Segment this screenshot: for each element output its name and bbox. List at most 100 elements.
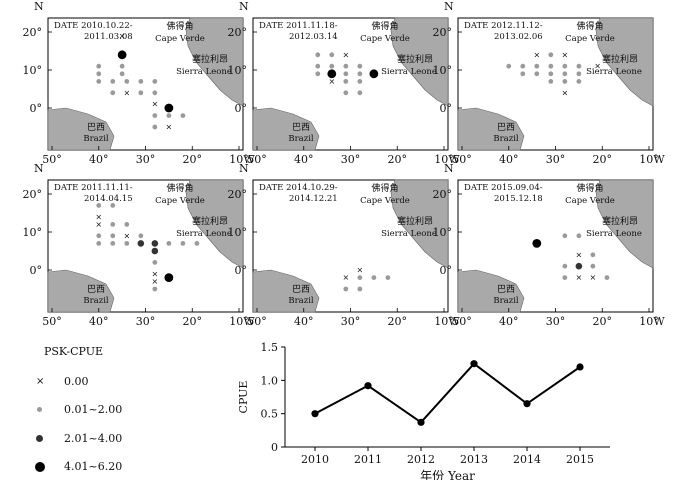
lon-tick-label: 20° [183, 153, 203, 166]
sierra-leone-cn-label: 塞拉利昂 [192, 53, 228, 65]
lat-tick-label: 10° [228, 64, 248, 77]
cpue-zero-mark: × [561, 50, 568, 59]
cpue-point [138, 233, 144, 239]
lat-tick-label: 20° [228, 26, 248, 39]
lon-tick-label: 40° [499, 153, 519, 166]
cpue-zero-mark: × [590, 273, 597, 282]
brazil-en-label: Brazil [493, 296, 519, 306]
lon-tick-label: 20° [593, 315, 613, 328]
brazil-landmass [47, 107, 115, 151]
legend-symbol-large-black [35, 462, 45, 472]
lat-tick-label: 10° [23, 226, 43, 239]
lon-tick-label: 10° [229, 153, 249, 166]
legend-item-3: 4.01~6.20 [64, 460, 123, 473]
cpue-zero-mark: × [533, 50, 540, 59]
legend: PSK-CPUE × 0.00 0.01~2.00 2.01~4.00 4.01… [0, 335, 240, 475]
cape-verde-cn-label: 佛得角 [576, 182, 603, 194]
cpue-point [96, 233, 102, 239]
legend-symbol-small-gray [37, 407, 42, 412]
lat-tick-label: 0° [30, 264, 43, 277]
lon-tick-label: 40° [89, 153, 109, 166]
date-range-end: 2013.02.06 [494, 32, 543, 42]
cpue-point [315, 71, 321, 77]
cpue-zero-mark: × [119, 31, 126, 40]
sierra-leone-en-label: Sierra Leone [381, 229, 437, 239]
cpue-point [604, 275, 610, 280]
cpue-point [315, 63, 321, 69]
sierra-leone-cn-label: 塞拉利昂 [397, 215, 433, 227]
brazil-landmass [47, 269, 115, 313]
cpue-data-point [364, 382, 372, 390]
cpue-data-point [311, 410, 319, 418]
cpue-zero-mark: × [151, 277, 158, 286]
lat-tick-label: 20° [433, 26, 453, 39]
lat-tick-label: 20° [23, 26, 43, 39]
west-label: W [653, 153, 665, 166]
lon-tick-label: 10° [229, 315, 249, 328]
lon-tick-label: 50° [452, 315, 472, 328]
legend-item-2: 2.01~4.00 [64, 432, 123, 445]
cpue-line-chart: 0 0.5 1.0 1.5 2010 2011 2012 2013 2014 2015 CPUE 年份… [237, 341, 610, 480]
lat-tick-label: 20° [228, 188, 248, 201]
cpue-zero-mark: × [576, 273, 583, 282]
cpue-point [520, 63, 526, 69]
cpue-point [343, 90, 349, 96]
cpue-point [562, 71, 568, 77]
lat-tick-label: 0° [235, 102, 248, 115]
cpue-point [534, 71, 540, 77]
cpue-data-point [470, 360, 478, 368]
cpue-zero-mark: × [561, 88, 568, 97]
cpue-point [119, 71, 125, 77]
north-label: N [34, 162, 44, 175]
sierra-leone-cn-label: 塞拉利昂 [602, 53, 638, 65]
lon-tick-label: 40° [89, 315, 109, 328]
cpue-point [357, 71, 363, 77]
lon-tick-label: 20° [183, 315, 203, 328]
lon-tick-label: 10° [639, 153, 659, 166]
cape-verde-en-label: Cape Verde [360, 34, 410, 44]
lon-tick-label: 40° [294, 315, 314, 328]
x-tick-label: 2015 [566, 453, 594, 466]
lon-tick-label: 30° [341, 315, 361, 328]
cpue-point [152, 124, 158, 130]
cpue-point [151, 247, 159, 255]
lon-tick-label: 50° [42, 315, 62, 328]
date-range-start: DATE 2014.10.29- [259, 183, 338, 193]
brazil-landmass [252, 269, 320, 313]
cape-verde-en-label: Cape Verde [155, 34, 205, 44]
brazil-en-label: Brazil [288, 296, 314, 306]
sierra-leone-en-label: Sierra Leone [586, 67, 642, 77]
cpue-point [590, 252, 596, 258]
lon-tick-label: 40° [294, 153, 314, 166]
brazil-cn-label: 巴西 [292, 284, 310, 295]
cpue-point [152, 113, 158, 118]
lon-tick-label: 30° [136, 315, 156, 328]
x-axis-label: 年份 Year [420, 469, 475, 480]
cpue-point [315, 52, 321, 58]
lon-tick-label: 10° [434, 315, 454, 328]
cpue-point [152, 79, 158, 84]
lon-tick-label: 20° [593, 153, 613, 166]
brazil-cn-label: 巴西 [87, 284, 105, 295]
cpue-point [520, 71, 526, 77]
cpue-data-point [523, 400, 531, 408]
brazil-landmass [457, 269, 525, 313]
lon-tick-label: 20° [388, 315, 408, 328]
cpue-zero-mark: × [594, 62, 601, 71]
legend-symbol-zero-x: × [36, 376, 45, 387]
africa-landmass [390, 179, 449, 269]
lat-tick-label: 0° [235, 264, 248, 277]
cpue-point [576, 63, 582, 69]
x-tick-label: 2012 [407, 453, 435, 466]
cape-verde-en-label: Cape Verde [565, 34, 615, 44]
sierra-leone-cn-label: 塞拉利昂 [397, 53, 433, 65]
cpue-point [166, 113, 172, 118]
cpue-point [117, 50, 127, 60]
maps-grid: DATE 2010.10.22-2011.03.08 佛得角 Cape Verde 塞… [23, 0, 666, 328]
cpue-point [110, 222, 116, 227]
cpue-point [96, 71, 102, 77]
brazil-en-label: Brazil [493, 134, 519, 144]
date-range-end: 2014.12.21 [289, 194, 338, 204]
cpue-point [562, 79, 568, 84]
cpue-point [506, 63, 512, 69]
